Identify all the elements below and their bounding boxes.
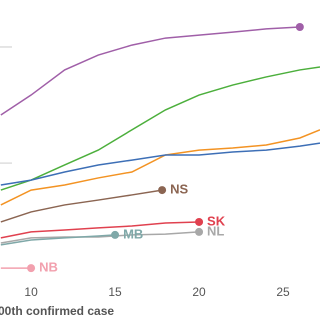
series-label: SK <box>207 213 226 228</box>
x-tick-label: 15 <box>108 285 122 299</box>
line <box>0 221 200 239</box>
line <box>0 234 116 246</box>
series-label: NS <box>170 182 188 197</box>
series-label: NL <box>207 223 224 238</box>
x-axis-label: 00th confirmed case <box>0 304 114 318</box>
end-dot <box>195 227 204 236</box>
end-dot <box>27 264 36 273</box>
series-label: NB <box>39 260 58 275</box>
end-dot <box>111 230 120 239</box>
line <box>0 142 320 186</box>
end-dot <box>295 23 304 31</box>
end-dot <box>158 186 167 195</box>
series-label: MB <box>123 226 143 241</box>
line <box>0 66 320 191</box>
line <box>0 189 163 223</box>
x-tick-label: 20 <box>192 285 206 299</box>
end-dot <box>195 217 204 226</box>
line <box>0 26 300 116</box>
x-tick-label: 10 <box>24 285 38 299</box>
x-tick-label: 25 <box>276 285 290 299</box>
line <box>0 231 200 244</box>
